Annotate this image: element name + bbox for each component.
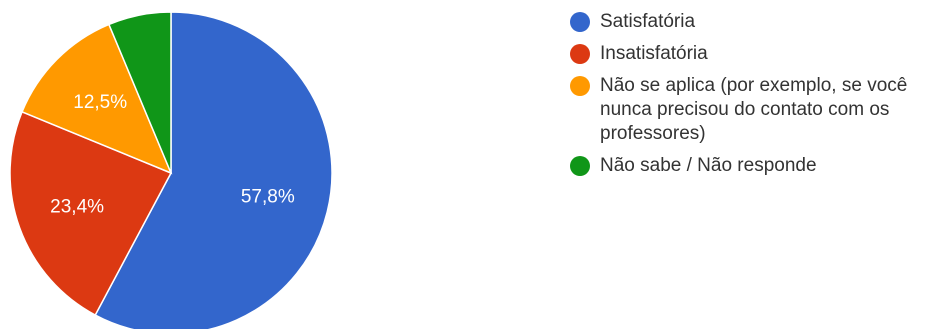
pie-slices [9, 11, 333, 329]
pie-slice-nao-sabe[interactable] [107, 11, 172, 174]
legend-label-insatisfatoria: Insatisfatória [600, 43, 708, 64]
legend-swatch-insatisfatoria [570, 44, 590, 64]
legend-item-satisfatoria[interactable]: Satisfatória [570, 10, 950, 34]
legend-label-satisfatoria: Satisfatória [600, 11, 696, 32]
legend-label-nao-sabe: Não sabe / Não responde [600, 155, 817, 176]
pie-slice-insatisfatoria[interactable] [9, 110, 173, 317]
legend-item-insatisfatoria[interactable]: Insatisfatória [570, 42, 950, 66]
legend-label-nao-se-aplica: Não se aplica (por exemplo, se você nunc… [600, 75, 908, 144]
legend-swatch-nao-sabe [570, 156, 590, 176]
legend-item-nao-se-aplica[interactable]: Não se aplica (por exemplo, se você nunc… [570, 74, 950, 146]
pie-slice-satisfatoria[interactable] [94, 11, 333, 329]
legend-swatch-nao-se-aplica [570, 76, 590, 96]
legend-swatch-satisfatoria [570, 12, 590, 32]
pie-slice-label-insatisfatoria: 23,4% [50, 196, 104, 217]
pie-slice-labels: 57,8% 23,4% 12,5% [50, 92, 295, 217]
pie-slice-label-nao-se-aplica: 12,5% [73, 92, 127, 113]
legend: Satisfatória Insatisfatória Não se aplic… [570, 10, 950, 186]
pie-slice-label-satisfatoria: 57,8% [241, 187, 295, 208]
pie-slice-nao-se-aplica[interactable] [21, 23, 173, 175]
legend-item-nao-sabe[interactable]: Não sabe / Não responde [570, 154, 950, 178]
